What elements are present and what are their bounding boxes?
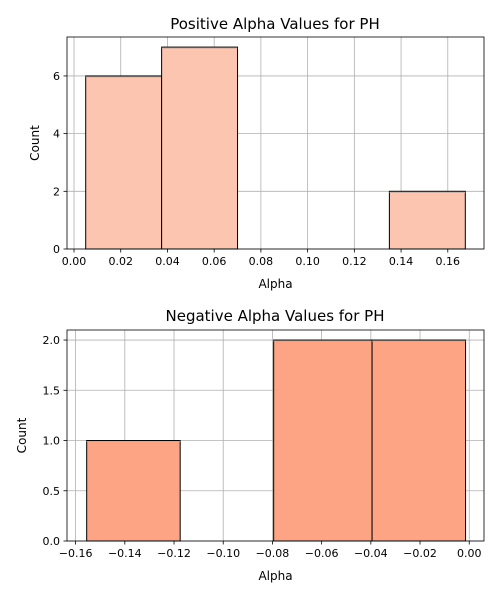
- chart-title: Negative Alpha Values for PH: [166, 307, 385, 325]
- histogram-bar: [273, 339, 373, 542]
- x-tick-label: 0.12: [342, 255, 367, 268]
- x-tick-label: −0.02: [403, 547, 437, 560]
- x-tick-label: 0.14: [389, 255, 414, 268]
- histogram-bar: [86, 440, 181, 542]
- y-axis-label: Count: [15, 417, 29, 453]
- x-tick-label: 0.08: [249, 255, 274, 268]
- y-tick-label: 0.0: [43, 535, 61, 548]
- negative-alpha-chart: Negative Alpha Values for PH −0.16 −0.14 −…: [15, 307, 485, 583]
- x-tick-label: −0.06: [305, 547, 339, 560]
- x-tick-label: 0.16: [436, 255, 461, 268]
- y-axis-label: Count: [28, 125, 42, 161]
- histogram-bar: [388, 190, 466, 250]
- y-tick-label: 2.0: [43, 334, 61, 347]
- x-tick-label: 0.02: [108, 255, 133, 268]
- y-tick-label: 0: [53, 243, 60, 256]
- x-tick-label: −0.12: [157, 547, 191, 560]
- histogram-bar: [85, 75, 163, 250]
- chart-title: Positive Alpha Values for PH: [170, 15, 380, 33]
- x-tick-label: 0.00: [457, 547, 482, 560]
- y-tick-label: 6: [53, 70, 60, 83]
- histogram-bar: [161, 46, 239, 250]
- x-axis-label: Alpha: [258, 569, 292, 583]
- x-tick-label: −0.04: [354, 547, 388, 560]
- x-axis-label: Alpha: [258, 277, 292, 291]
- positive-alpha-chart: Positive Alpha Values for PH 0.00 0.02 0.0…: [28, 15, 485, 291]
- y-tick-label: 4: [53, 128, 60, 141]
- y-tick-label: 0.5: [43, 485, 61, 498]
- y-tick-label: 1.5: [43, 384, 61, 397]
- y-tick-label: 2: [53, 185, 60, 198]
- x-tick-label: −0.16: [59, 547, 93, 560]
- y-tick-label: 1.0: [43, 435, 61, 448]
- x-tick-label: 0.06: [202, 255, 227, 268]
- x-tick-label: 0.04: [155, 255, 180, 268]
- histogram-bar: [371, 339, 467, 542]
- plot-frame: [66, 36, 485, 250]
- x-tick-label: −0.14: [108, 547, 142, 560]
- x-tick-label: 0.10: [295, 255, 320, 268]
- x-tick-label: −0.08: [256, 547, 290, 560]
- x-tick-label: 0.00: [62, 255, 87, 268]
- plot-frame: [66, 329, 485, 542]
- x-tick-label: −0.10: [206, 547, 240, 560]
